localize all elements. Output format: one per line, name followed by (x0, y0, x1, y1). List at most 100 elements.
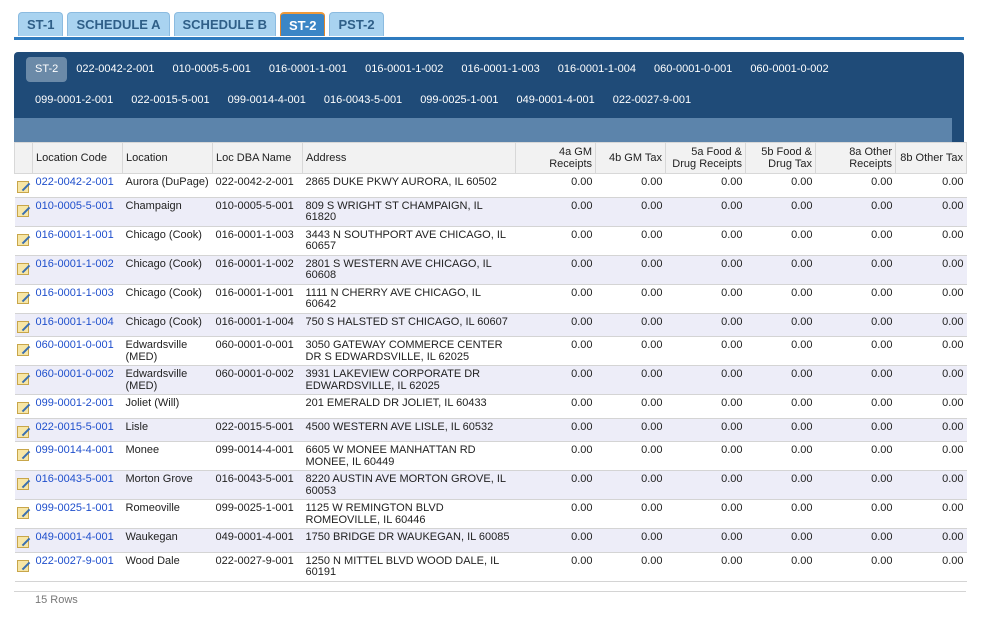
dba-name-cell (212, 394, 303, 419)
location-tab-016-0001-1-002[interactable]: 016-0001-1-002 (365, 63, 444, 75)
row-action-cell (14, 418, 33, 442)
edit-note-icon[interactable] (16, 291, 29, 304)
gm-receipts-cell: 0.00 (515, 470, 596, 500)
other-receipts-cell: 0.00 (815, 173, 896, 198)
location-tab-010-0005-5-001[interactable]: 010-0005-5-001 (172, 63, 251, 75)
location-code-link[interactable]: 060-0001-0-001 (35, 339, 114, 351)
location-tab-099-0014-4-001[interactable]: 099-0014-4-001 (227, 94, 306, 106)
other-receipts-cell: 0.00 (815, 528, 896, 553)
column-header-8a-other-receipts[interactable]: 8a Other Receipts (815, 142, 896, 174)
food-drug-tax-cell: 0.00 (745, 470, 816, 500)
location-tab-099-0001-2-001[interactable]: 099-0001-2-001 (35, 94, 114, 106)
column-header-address[interactable]: Address (302, 142, 516, 174)
top-tab-schedule-a[interactable]: SCHEDULE A (67, 12, 170, 36)
top-tab-rule (14, 37, 964, 40)
location-code-link[interactable]: 022-0042-2-001 (35, 176, 114, 188)
location-tab-016-0001-1-001[interactable]: 016-0001-1-001 (268, 63, 348, 75)
top-tab-st-1[interactable]: ST-1 (18, 12, 64, 36)
column-header-4b-gm-tax[interactable]: 4b GM Tax (595, 142, 666, 174)
location-code-link[interactable]: 010-0005-5-001 (35, 199, 114, 212)
column-header-loc-dba-name[interactable]: Loc DBA Name (212, 142, 303, 174)
food-drug-receipts-cell: 0.00 (665, 552, 746, 582)
location-tab-060-0001-0-001[interactable]: 060-0001-0-001 (654, 63, 733, 75)
row-action-cell (14, 255, 33, 285)
location-tab-022-0027-9-001[interactable]: 022-0027-9-001 (612, 94, 692, 106)
row-action-cell (14, 552, 33, 582)
food-drug-tax-cell: 0.00 (745, 552, 816, 582)
location-cell: Joliet (Will) (122, 394, 213, 419)
edit-note-icon[interactable] (16, 559, 29, 572)
location-tab-022-0015-5-001[interactable]: 022-0015-5-001 (131, 94, 210, 106)
location-code-link[interactable]: 099-0001-2-001 (35, 397, 114, 409)
location-code-link[interactable]: 049-0001-4-001 (35, 531, 114, 543)
column-header-4a-gm-receipts[interactable]: 4a GM Receipts (515, 142, 596, 174)
gm-tax-cell: 0.00 (595, 226, 666, 256)
location-code-link[interactable]: 016-0001-1-002 (35, 257, 114, 270)
location-code-link[interactable]: 016-0001-1-001 (35, 228, 114, 241)
food-drug-receipts-cell: 0.00 (665, 284, 746, 314)
column-header-8b-other-tax[interactable]: 8b Other Tax (895, 142, 967, 174)
location-code-link[interactable]: 060-0001-0-002 (35, 368, 114, 380)
edit-note-icon[interactable] (16, 320, 29, 333)
edit-note-icon[interactable] (16, 181, 29, 193)
edit-note-icon[interactable] (16, 507, 29, 519)
top-tab-st-2[interactable]: ST-2 (280, 12, 326, 36)
location-code-link[interactable]: 022-0027-9-001 (35, 554, 114, 567)
location-tab-099-0025-1-001[interactable]: 099-0025-1-001 (420, 94, 499, 106)
food-drug-tax-cell: 0.00 (745, 226, 816, 256)
edit-note-icon[interactable] (16, 204, 29, 217)
food-drug-receipts-cell: 0.00 (665, 313, 746, 337)
column-header-location[interactable]: Location (122, 142, 213, 174)
location-tab-016-0001-1-004[interactable]: 016-0001-1-004 (557, 63, 637, 75)
column-header-location-code[interactable]: Location Code (32, 142, 123, 174)
location-code-link[interactable]: 016-0001-1-004 (35, 315, 114, 328)
edit-note-icon[interactable] (16, 402, 29, 414)
location-code-link[interactable]: 022-0015-5-001 (35, 420, 114, 433)
row-action-cell (14, 394, 33, 419)
gm-tax-cell: 0.00 (595, 418, 666, 442)
other-receipts-cell: 0.00 (815, 552, 896, 582)
table-row: 060-0001-0-002 Edwardsville (MED) 060-0001… (14, 365, 967, 395)
other-tax-cell: 0.00 (895, 499, 967, 529)
edit-note-icon[interactable] (16, 344, 29, 356)
address-cell: 2865 DUKE PKWY AURORA, IL 60502 (302, 173, 516, 198)
edit-note-icon[interactable] (16, 425, 29, 438)
location-tab-022-0042-2-001[interactable]: 022-0042-2-001 (76, 63, 155, 75)
location-cell: Edwardsville (MED) (122, 336, 213, 366)
table-row: 049-0001-4-001 Waukegan 049-0001-4-001 1750… (14, 528, 967, 553)
location-code-link[interactable]: 099-0014-4-001 (35, 444, 114, 456)
location-cell: Wood Dale (122, 552, 213, 582)
column-header-5b-food-drug-tax[interactable]: 5b Food & Drug Tax (745, 142, 816, 174)
gm-receipts-cell: 0.00 (515, 313, 596, 337)
location-cell: Chicago (Cook) (122, 255, 213, 285)
edit-note-icon[interactable] (16, 536, 29, 548)
location-cell: Morton Grove (122, 470, 213, 500)
edit-note-icon[interactable] (16, 373, 29, 385)
location-tab-060-0001-0-002[interactable]: 060-0001-0-002 (750, 63, 829, 75)
location-tab-049-0001-4-001[interactable]: 049-0001-4-001 (516, 94, 595, 106)
edit-note-icon[interactable] (16, 262, 29, 275)
edit-note-icon[interactable] (16, 233, 29, 246)
food-drug-receipts-cell: 0.00 (665, 470, 746, 500)
top-tab-schedule-b[interactable]: SCHEDULE B (173, 12, 277, 36)
food-drug-receipts-cell: 0.00 (665, 418, 746, 442)
location-tab-st-2[interactable]: ST-2 (26, 57, 68, 82)
address-cell: 3050 GATEWAY COMMERCE CENTER DR S EDWARD… (302, 336, 516, 366)
gm-receipts-cell: 0.00 (515, 365, 596, 395)
address-cell: 8220 AUSTIN AVE MORTON GROVE, IL 60053 (302, 470, 516, 500)
location-code-link[interactable]: 099-0025-1-001 (35, 502, 114, 514)
location-code-link[interactable]: 016-0001-1-003 (35, 286, 114, 299)
food-drug-tax-cell: 0.00 (745, 336, 816, 366)
top-tab-pst-2[interactable]: PST-2 (329, 12, 384, 36)
location-tab-016-0001-1-003[interactable]: 016-0001-1-003 (461, 63, 540, 75)
edit-note-icon[interactable] (16, 478, 29, 490)
table-row: 022-0027-9-001 Wood Dale 022-0027-9-001 125… (14, 552, 967, 582)
dba-name-cell: 049-0001-4-001 (212, 528, 303, 553)
location-code-link[interactable]: 016-0043-5-001 (35, 473, 114, 485)
gm-receipts-cell: 0.00 (515, 226, 596, 256)
column-header-5a-food-drug-receipts[interactable]: 5a Food & Drug Receipts (665, 142, 746, 174)
edit-note-icon[interactable] (16, 449, 29, 461)
food-drug-tax-cell: 0.00 (745, 418, 816, 442)
location-tab-016-0043-5-001[interactable]: 016-0043-5-001 (323, 94, 403, 106)
gm-receipts-cell: 0.00 (515, 552, 596, 582)
